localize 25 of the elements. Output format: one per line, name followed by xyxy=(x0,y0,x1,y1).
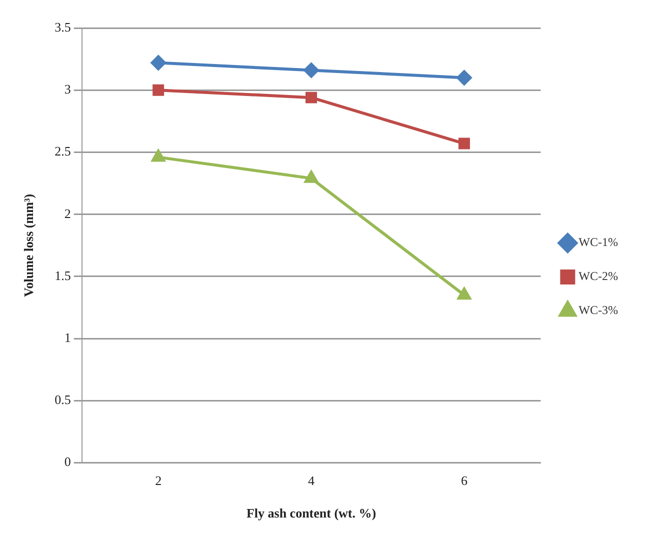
point xyxy=(152,150,166,162)
x-tick-label: 2 xyxy=(155,473,162,488)
point xyxy=(152,84,164,96)
point xyxy=(304,170,318,183)
legend-label: WC-3% xyxy=(578,303,618,318)
legend-label: WC-2% xyxy=(578,269,618,284)
legend-label: WC-1% xyxy=(578,235,618,250)
y-tick-label: 3 xyxy=(64,82,71,97)
y-tick-label: 3.5 xyxy=(54,19,71,34)
x-tick-label: 4 xyxy=(308,473,316,488)
y-tick-label: 2.5 xyxy=(54,144,71,159)
point xyxy=(458,288,471,300)
x-axis-title: Fly ash content (wt. %) xyxy=(246,506,376,521)
point xyxy=(150,55,166,70)
point xyxy=(306,92,318,104)
y-tick-label: 0.5 xyxy=(54,392,71,408)
y-tick-label: 0 xyxy=(64,454,71,470)
point xyxy=(458,138,470,150)
x-tick-label: 6 xyxy=(460,473,468,488)
y-tick-label: 1 xyxy=(64,330,71,345)
point xyxy=(456,70,472,86)
y-tick-label: 2 xyxy=(64,206,71,221)
point xyxy=(304,62,319,78)
y-tick-label: 1.5 xyxy=(54,268,71,283)
y-axis-title: Volume loss (mm³) xyxy=(21,194,36,297)
